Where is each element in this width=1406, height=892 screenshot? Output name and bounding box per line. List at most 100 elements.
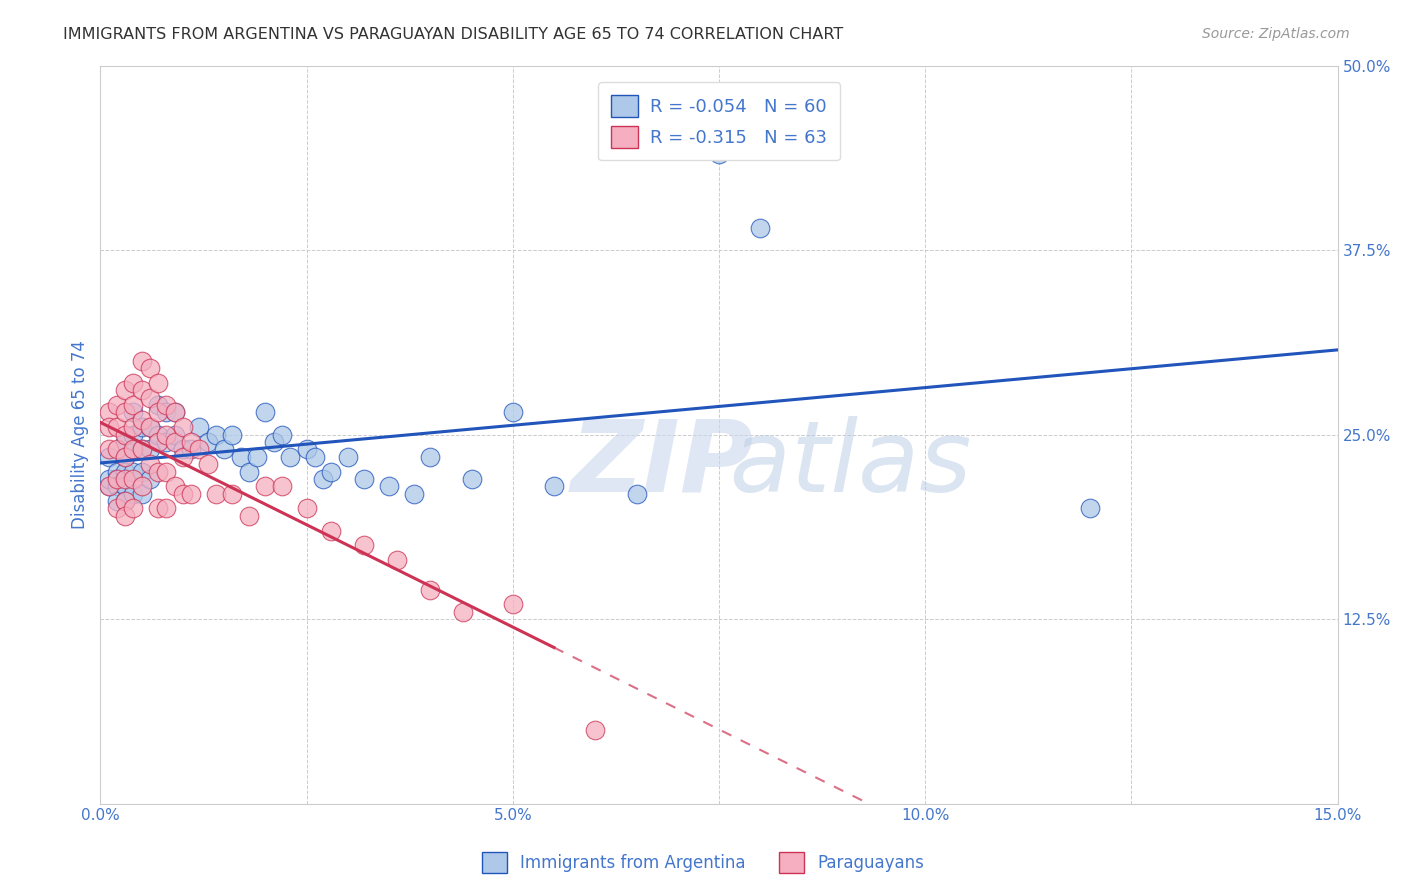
Point [122,442,145,457]
Point [155,405,177,419]
Point [295,501,318,516]
Point [163,479,186,493]
Point [460,472,482,486]
Point [295,442,318,457]
Point [353,538,375,552]
Point [122,442,145,457]
Point [749,221,772,235]
Point [97,442,120,457]
Point [1078,501,1101,516]
Point [114,405,136,419]
Point [221,427,243,442]
Y-axis label: Disability Age 65 to 74: Disability Age 65 to 74 [72,340,89,529]
Point [188,420,211,434]
Point [114,427,136,442]
Point [146,501,169,516]
Point [122,465,145,479]
Point [246,450,269,464]
Point [131,442,153,457]
Point [180,442,202,457]
Point [139,442,162,457]
Point [197,435,219,450]
Point [105,442,128,457]
Point [139,420,162,434]
Point [146,398,169,412]
Point [453,605,475,619]
Point [197,457,219,471]
Point [155,427,177,442]
Point [114,508,136,523]
Point [707,147,730,161]
Point [131,465,153,479]
Point [312,472,335,486]
Point [172,420,194,434]
Point [131,413,153,427]
Point [172,450,194,464]
Point [583,723,606,737]
Point [419,450,441,464]
Point [114,435,136,450]
Point [139,420,162,434]
Point [146,427,169,442]
Point [105,465,128,479]
Point [321,524,343,538]
Text: IMMIGRANTS FROM ARGENTINA VS PARAGUAYAN DISABILITY AGE 65 TO 74 CORRELATION CHAR: IMMIGRANTS FROM ARGENTINA VS PARAGUAYAN … [63,27,844,42]
Point [105,479,128,493]
Point [131,353,153,368]
Point [378,479,401,493]
Point [304,450,326,464]
Point [172,486,194,500]
Point [626,486,648,500]
Text: Source: ZipAtlas.com: Source: ZipAtlas.com [1202,27,1350,41]
Text: atlas: atlas [571,416,972,513]
Point [238,508,260,523]
Point [105,472,128,486]
Point [97,450,120,464]
Point [131,384,153,398]
Point [139,457,162,471]
Point [163,435,186,450]
Point [131,442,153,457]
Point [122,420,145,434]
Point [221,486,243,500]
Point [114,494,136,508]
Point [155,465,177,479]
Point [270,479,292,493]
Point [114,450,136,464]
Point [180,486,202,500]
Point [114,494,136,508]
Point [97,479,120,493]
Point [122,486,145,500]
Point [146,376,169,390]
Point [131,479,153,493]
Point [105,420,128,434]
Point [97,479,120,493]
Point [172,442,194,457]
Point [212,442,235,457]
Point [122,398,145,412]
Point [105,398,128,412]
Point [238,465,260,479]
Point [131,486,153,500]
Point [122,405,145,419]
Point [122,501,145,516]
Point [419,582,441,597]
Point [205,427,228,442]
Point [114,472,136,486]
Point [163,405,186,419]
Point [229,450,252,464]
Point [321,465,343,479]
Point [139,472,162,486]
Point [387,553,409,567]
Point [122,376,145,390]
Point [146,465,169,479]
Point [131,420,153,434]
Point [146,435,169,450]
Point [122,427,145,442]
Point [155,398,177,412]
Point [155,435,177,450]
Point [105,494,128,508]
Point [139,361,162,376]
Point [353,472,375,486]
Point [188,442,211,457]
